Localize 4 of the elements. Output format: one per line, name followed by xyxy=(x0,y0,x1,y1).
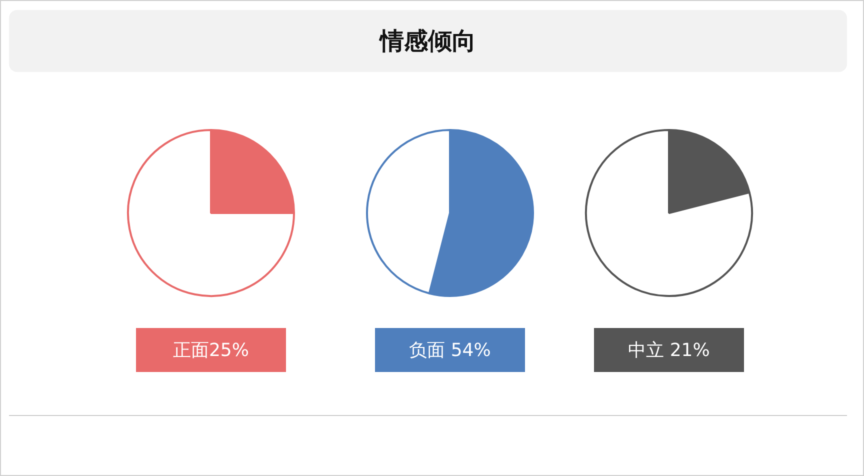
text: 情感倾向 xyxy=(380,26,476,57)
text: 正面25% xyxy=(172,339,249,362)
text: 负面 54% xyxy=(409,339,491,362)
text: 中立 21% xyxy=(628,339,710,362)
